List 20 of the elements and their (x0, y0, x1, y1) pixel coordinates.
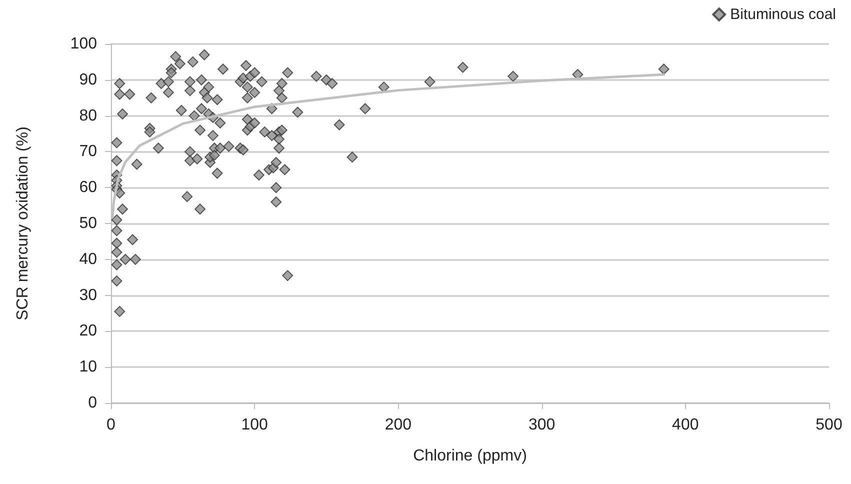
x-tick-label: 400 (672, 416, 699, 434)
y-tick-label: 80 (79, 107, 98, 124)
x-tick-label: 200 (384, 416, 412, 434)
x-tick-label: 300 (528, 416, 556, 434)
y-tick-label: 70 (79, 143, 98, 160)
y-tick-label: 100 (70, 36, 98, 52)
y-tick-label: 50 (79, 215, 98, 232)
x-axis-title: Chlorine (ppmv) (413, 448, 527, 464)
x-tick-label: 500 (816, 416, 842, 434)
y-tick-label: 90 (79, 71, 98, 88)
y-tick-label: 30 (79, 286, 98, 304)
y-tick-label: 10 (79, 358, 98, 376)
legend-label: Bituminous coal (730, 6, 836, 23)
y-axis-title: SCR mercury oxidation (%) (14, 126, 32, 320)
y-tick-label: 60 (79, 179, 98, 196)
y-tick-label: 40 (79, 250, 98, 268)
y-tick-label: 20 (79, 322, 98, 340)
x-tick-label: 0 (106, 416, 116, 434)
y-tick-label: 0 (88, 394, 98, 412)
x-tick-label: 100 (241, 416, 268, 434)
